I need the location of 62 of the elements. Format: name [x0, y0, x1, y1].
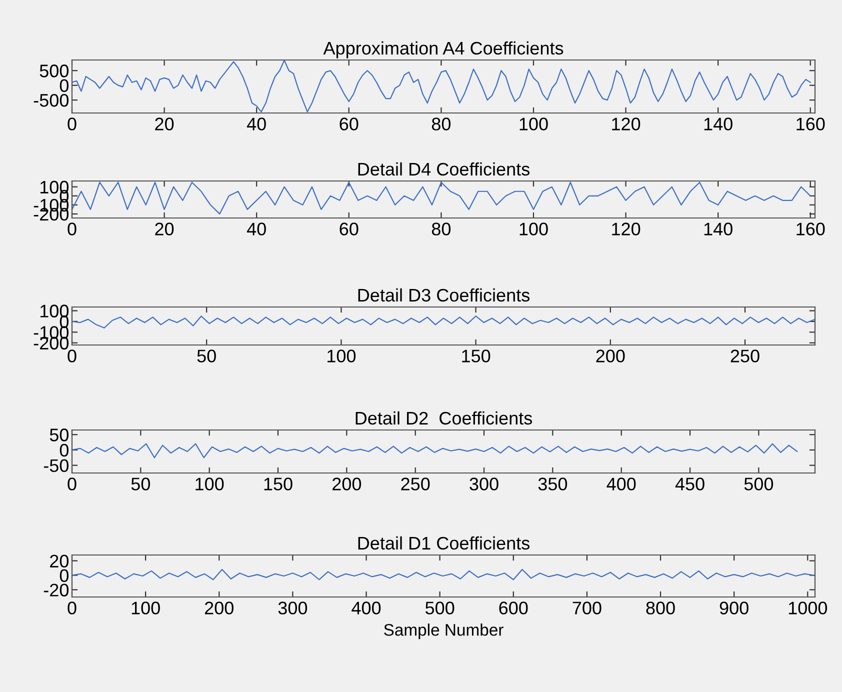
x-tick-label: 40 [246, 222, 266, 236]
x-tick-label: 100 [520, 118, 548, 130]
line-series [72, 443, 798, 458]
x-axis-title: Sample Number [384, 624, 504, 640]
line-series [72, 568, 814, 580]
y-tick-label: 0 [60, 569, 69, 582]
x-tick-label: 200 [204, 602, 234, 614]
chart-title: Detail D1 Coefficients [358, 536, 530, 550]
x-tick-label: 120 [612, 118, 640, 130]
x-tick-label: 40 [246, 118, 266, 130]
x-tick-label: 500 [425, 602, 454, 614]
x-tick-label: 20 [155, 222, 174, 236]
x-tick-label: 50 [197, 350, 216, 362]
y-tick-label: 20 [50, 554, 69, 568]
x-tick-label: 300 [278, 602, 308, 614]
x-tick-label: 250 [730, 350, 760, 362]
x-tick-label: 600 [499, 602, 528, 614]
chart-title: Detail D2 Coefficients [356, 411, 532, 425]
y-tick-label: 100 [40, 304, 69, 318]
line-series [72, 316, 815, 328]
x-tick-label: 80 [432, 118, 451, 130]
y-tick-label: 50 [50, 428, 69, 442]
x-tick-label: 100 [196, 478, 224, 490]
line-series [72, 60, 811, 112]
x-tick-label: 400 [606, 478, 636, 490]
x-tick-label: 160 [796, 222, 825, 236]
y-tick-label: 500 [40, 64, 69, 78]
x-tick-label: 100 [520, 222, 548, 236]
x-tick-label: 300 [470, 478, 498, 490]
x-tick-label: 200 [596, 350, 625, 362]
x-tick-label: 700 [572, 602, 602, 614]
x-tick-label: 500 [744, 478, 774, 490]
x-tick-label: 150 [264, 478, 292, 490]
x-tick-label: 450 [675, 478, 704, 490]
x-tick-label: 140 [704, 222, 732, 236]
y-tick-label: 0 [60, 444, 69, 457]
x-tick-label: 60 [340, 222, 358, 236]
y-tick-label: -50 [44, 459, 69, 472]
y-tick-label: -500 [34, 94, 69, 107]
x-tick-label: 100 [132, 602, 160, 614]
line-series [72, 182, 811, 214]
x-tick-label: 140 [704, 118, 732, 130]
y-tick-label: -20 [44, 584, 69, 596]
x-tick-label: 350 [538, 478, 568, 490]
x-tick-label: 900 [720, 602, 748, 614]
x-tick-label: 250 [401, 478, 430, 490]
y-tick-label: 0 [60, 79, 69, 92]
x-tick-label: 160 [796, 118, 825, 130]
chart-title: Approximation A4 Coefficients [323, 41, 564, 58]
x-tick-label: 1000 [788, 602, 828, 614]
x-tick-label: 200 [332, 478, 362, 490]
x-tick-label: 120 [612, 222, 640, 236]
chart-title: Detail D4 Coefficients [358, 162, 530, 176]
x-tick-label: 80 [432, 222, 451, 236]
x-tick-label: 100 [328, 350, 356, 362]
x-tick-label: 400 [352, 602, 381, 614]
x-tick-label: 20 [155, 118, 174, 130]
x-tick-label: 150 [462, 350, 490, 362]
x-tick-label: 60 [340, 118, 358, 130]
x-tick-label: 800 [646, 602, 675, 614]
x-tick-label: 50 [131, 478, 150, 490]
chart-title: Detail D3 Coefficients [358, 288, 530, 302]
